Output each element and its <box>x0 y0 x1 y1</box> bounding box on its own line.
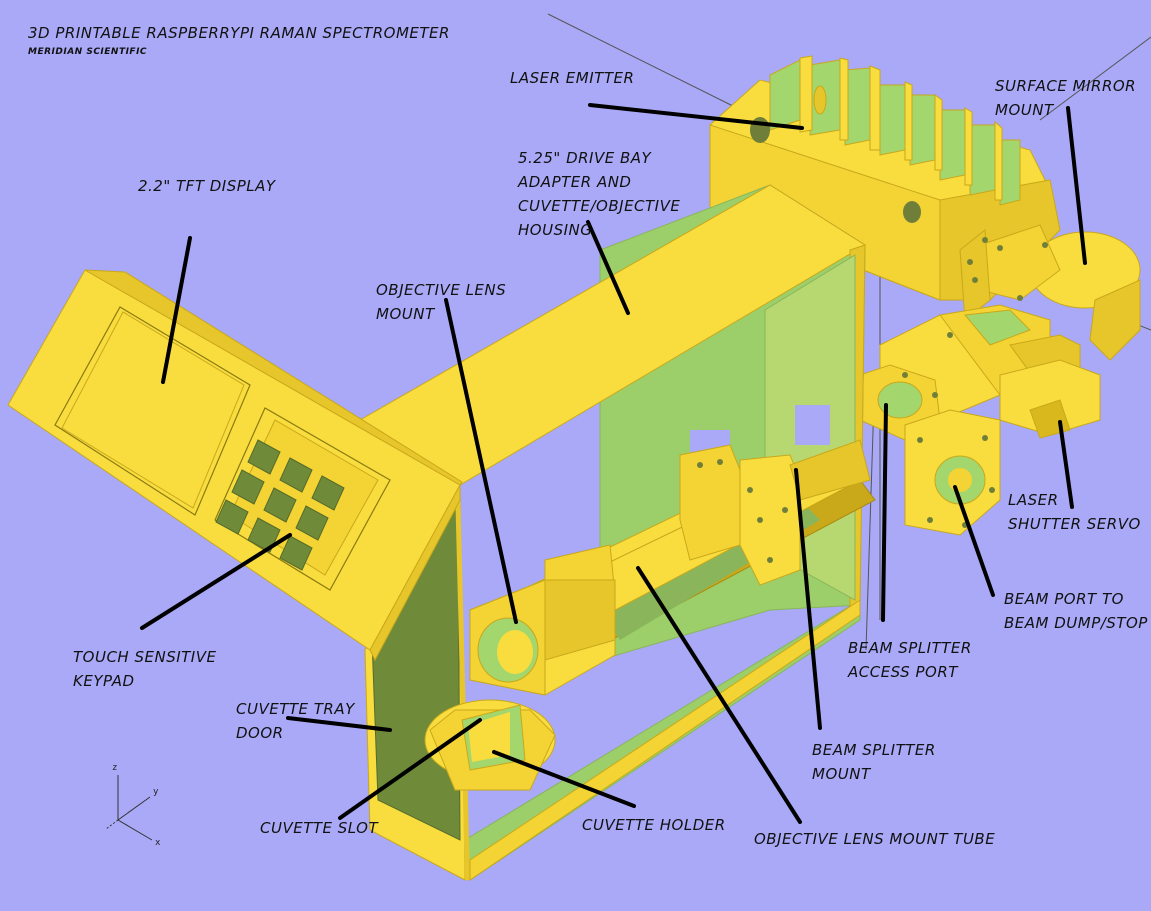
label-objective-lens-mount: OBJECTIVE LENS MOUNT <box>376 281 507 323</box>
axis-label-z: z <box>112 763 118 773</box>
leader-lines <box>140 103 1087 824</box>
label-cuvette-tray-door: CUVETTE TRAY DOOR <box>236 700 355 742</box>
diagram-subtitle: MERIDIAN SCIENTIFIC <box>28 47 148 57</box>
label-beam-port: BEAM PORT TO BEAM DUMP/STOP <box>1004 590 1148 632</box>
label-beam-splitter-mount: BEAM SPLITTER MOUNT <box>812 741 936 783</box>
keypad-key <box>247 517 281 553</box>
keypad-key <box>295 505 329 541</box>
surface-mirror-mount <box>959 224 1141 361</box>
label-beam-splitter-access: BEAM SPLITTER ACCESS PORT <box>848 639 972 681</box>
keypad-key <box>215 499 249 535</box>
label-laser-shutter-servo: LASER SHUTTER SERVO <box>1008 491 1141 533</box>
diagram-title: 3D PRINTABLE RASPBERRYPI RAMAN SPECTROME… <box>28 24 450 42</box>
label-laser-emitter: LASER EMITTER <box>510 69 635 87</box>
keypad-key <box>231 469 265 505</box>
keypad-key <box>247 439 281 475</box>
label-cuvette-holder: CUVETTE HOLDER <box>582 816 726 834</box>
label-surface-mirror-mount: SURFACE MIRROR MOUNT <box>995 77 1137 119</box>
keypad-buttons <box>215 439 345 571</box>
keypad-key <box>279 535 313 571</box>
keypad-key <box>263 487 297 523</box>
laser-emitter-block <box>709 55 1061 301</box>
label-touch-keypad: TOUCH SENSITIVE KEYPAD <box>73 648 217 690</box>
display-panel <box>7 269 463 662</box>
axis-label-y: y <box>153 787 159 797</box>
label-tft-display: 2.2" TFT DISPLAY <box>138 177 276 195</box>
label-drive-bay: 5.25" DRIVE BAY ADAPTER AND CUVETTE/OBJE… <box>518 149 681 239</box>
axis-triad <box>105 775 153 841</box>
label-objective-tube: OBJECTIVE LENS MOUNT TUBE <box>754 830 996 848</box>
beam-splitter-assembly <box>859 304 1101 536</box>
keypad-key <box>311 475 345 511</box>
keypad-key <box>279 457 313 493</box>
objective-lens-mount <box>469 544 616 696</box>
label-cuvette-slot: CUVETTE SLOT <box>260 819 379 837</box>
axis-label-x: x <box>155 838 161 848</box>
